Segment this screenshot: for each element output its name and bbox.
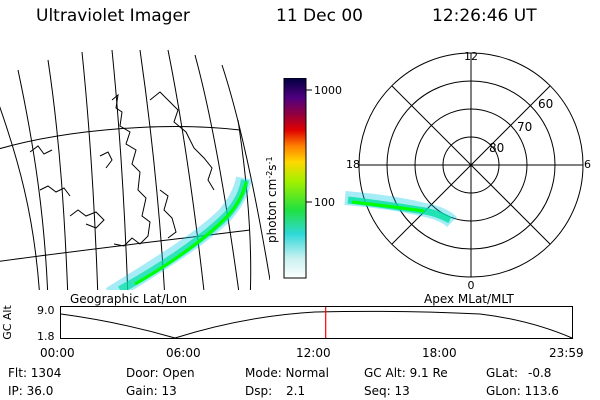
- polar-aurora-patch: [344, 191, 457, 228]
- dsp-label: Dsp:: [245, 384, 273, 398]
- door-readout: Door: Open: [126, 366, 195, 380]
- aurora-band-core: [134, 181, 248, 286]
- glon-readout: GLon: 113.6: [486, 384, 559, 398]
- polar-label: Apex MLat/MLT: [424, 292, 514, 306]
- time-tick-1800: 18:00: [422, 346, 457, 360]
- lat-label-80: 80: [489, 141, 504, 155]
- gc-alt-readout: GC Alt: 9.1 Re: [364, 366, 448, 380]
- colorbar-label-100: 100: [314, 196, 335, 209]
- lat-label-70: 70: [517, 120, 532, 134]
- mode-readout: Mode: Normal: [245, 366, 329, 380]
- time-tick-2359: 23:59: [549, 346, 584, 360]
- color-scale-bar: 1000 100 photon cm-2s-1: [265, 78, 342, 279]
- seq-readout: Seq: 13: [364, 384, 410, 398]
- colorbar-unit-label: photon cm-2s-1: [265, 156, 279, 243]
- timeline-frame: [60, 306, 573, 339]
- time-tick-0600: 06:00: [166, 346, 201, 360]
- flt-readout: Flt: 1304: [8, 366, 62, 380]
- time-label: 12:26:46 UT: [432, 6, 537, 26]
- gain-readout: Gain: 13: [126, 384, 177, 398]
- lat-label-60: 60: [538, 97, 553, 111]
- colorbar-label-1000: 1000: [314, 84, 342, 97]
- colorbar-gradient: [283, 78, 307, 279]
- dsp-value: 2.1: [286, 384, 306, 398]
- date-label: 11 Dec 00: [276, 6, 363, 26]
- altitude-timeline: [60, 306, 573, 339]
- instrument-title: Ultraviolet Imager: [36, 6, 190, 26]
- glat-label: GLat:: [486, 366, 519, 380]
- altitude-tick-9: 9.0: [37, 304, 55, 317]
- ip-readout: IP: 36.0: [8, 384, 54, 398]
- geographic-label: Geographic Lat/Lon: [70, 292, 188, 306]
- altitude-curve: [60, 310, 573, 339]
- mlt-label-12: 12: [464, 50, 478, 63]
- altitude-tick-1.8: 1.8: [37, 330, 55, 343]
- polar-plot: 12 18 6 0 60 70 80: [344, 50, 591, 292]
- time-tick-0000: 00:00: [40, 346, 75, 360]
- mlt-label-18: 18: [346, 158, 360, 171]
- glat-value: -0.8: [528, 366, 552, 380]
- time-tick-1200: 12:00: [296, 346, 331, 360]
- geographic-map: [0, 49, 270, 290]
- mlt-label-0: 0: [468, 279, 475, 292]
- altitude-axis-label: GC Alt: [0, 305, 14, 340]
- mlt-label-6: 6: [584, 158, 591, 171]
